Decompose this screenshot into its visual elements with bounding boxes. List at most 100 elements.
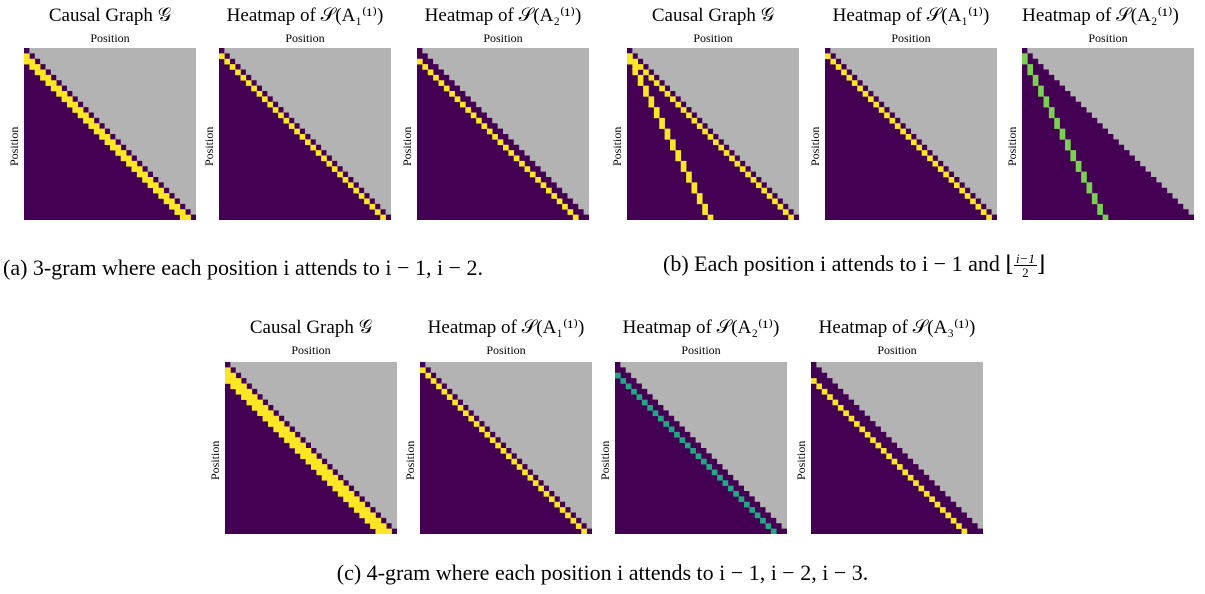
panel-a-causal-graph: Causal Graph 𝒢 Position Position (7, 6, 196, 220)
caption-b-prefix: (b) Each position i attends to i − 1 and… (663, 251, 1014, 276)
heatmap-cell (702, 128, 708, 135)
heatmap-cell (300, 448, 306, 454)
heatmap-cell (556, 198, 563, 205)
heatmap-cell (745, 171, 751, 178)
heatmap-cell (241, 394, 247, 400)
y-axis-label: Position (403, 440, 417, 480)
x-axis-label: Position (891, 31, 931, 45)
caption-b-suffix: ⌋ (1036, 251, 1046, 276)
heatmap-cell (846, 74, 853, 81)
heatmap-cell (354, 496, 360, 503)
heatmap-cell (524, 166, 531, 172)
heatmap-cell (56, 85, 62, 92)
heatmap-cell (332, 474, 339, 481)
heatmap-c-heatmap-2 (615, 362, 787, 534)
heatmap-cell (441, 388, 448, 395)
heatmap-cell (120, 150, 127, 156)
heatmap-cell (61, 96, 68, 103)
heatmap-cell (327, 480, 333, 486)
heatmap-cell (1070, 155, 1077, 162)
heatmap-cell (1075, 160, 1082, 167)
heatmap-cell (717, 474, 723, 481)
panel-title: Heatmap of 𝒮(A₂⁽¹⁾) (424, 5, 582, 26)
heatmap-cell (625, 383, 632, 390)
heatmap-cell (72, 101, 79, 108)
heatmap-cell (648, 101, 655, 108)
heatmap-cell (945, 512, 952, 519)
heatmap-cell (668, 426, 675, 433)
heatmap-cell (627, 58, 633, 65)
x-axis-label: Position (486, 343, 526, 357)
heatmap-cell (229, 64, 236, 70)
heatmap-cell (615, 372, 621, 379)
panel-title: Causal Graph 𝒢 (249, 317, 373, 338)
heatmap-cell (348, 491, 355, 497)
heatmap-cell (500, 448, 507, 454)
heatmap-cell (691, 117, 698, 124)
heatmap-cell (278, 421, 285, 427)
panel-c-causal-graph: Causal Graph 𝒢 Position Position (208, 318, 397, 534)
heatmap-cell (1059, 128, 1066, 135)
heatmap-cell (34, 69, 41, 76)
heatmap-cell (902, 469, 909, 476)
heatmap-cell (905, 134, 912, 140)
heatmap-cell (219, 53, 225, 60)
heatmap-cell (1075, 166, 1082, 172)
heatmap-cell (1048, 107, 1055, 113)
heatmap-cell (1081, 177, 1087, 183)
heatmap-cell (179, 209, 186, 215)
heatmap-cell (268, 410, 274, 417)
heatmap-cell (864, 431, 871, 438)
caption-a: (a) 3-gram where each position i attends… (3, 255, 483, 280)
heatmap-cell (916, 144, 923, 151)
heatmap-cell (961, 528, 968, 534)
heatmap-cell (878, 107, 885, 113)
heatmap-cell (332, 485, 339, 492)
heatmap-cell (305, 453, 312, 460)
heatmap-cell (680, 160, 687, 167)
heatmap-b-causal-graph (627, 48, 799, 220)
heatmap-cell (305, 458, 312, 465)
heatmap-cell (891, 458, 898, 465)
heatmap-cell (230, 378, 237, 384)
heatmap-cell (975, 203, 982, 210)
heatmap-cell (436, 383, 442, 390)
heatmap-cell (289, 442, 296, 449)
x-axis-label: Position (1088, 31, 1128, 45)
heatmap-cell (702, 209, 708, 215)
heatmap-cell (943, 171, 949, 178)
heatmap-cell (142, 177, 148, 183)
heatmap-cell (695, 453, 702, 460)
masked-region (425, 362, 592, 529)
y-axis-label: Position (400, 126, 414, 166)
heatmap-cell (185, 214, 191, 220)
heatmap-cell (272, 107, 279, 113)
heatmap-cell (126, 160, 132, 167)
heatmap-cell (873, 101, 880, 108)
heatmap-cell (364, 512, 371, 519)
heatmap-cell (332, 480, 339, 486)
heatmap-cell (670, 144, 676, 151)
heatmap-cell (535, 177, 541, 183)
heatmap-cell (1086, 187, 1093, 194)
heatmap-cell (316, 469, 323, 476)
heatmap-cell (386, 528, 392, 534)
heatmap-cell (756, 182, 762, 189)
heatmap-cell (964, 193, 971, 199)
heatmap-cell (251, 85, 257, 92)
y-axis-label: Position (808, 126, 822, 166)
heatmap-cell (246, 388, 253, 395)
heatmap-cell (707, 214, 714, 220)
y-axis-label: Position (208, 440, 222, 480)
heatmap-cell (923, 491, 930, 497)
heatmap-cell (422, 64, 429, 70)
heatmap-cell (235, 69, 241, 76)
heatmap-cell (278, 431, 285, 438)
heatmap-cell (546, 187, 552, 194)
heatmap-cell (420, 367, 426, 374)
heatmap-cell (696, 198, 703, 205)
heatmap-cell (653, 80, 660, 86)
heatmap-cell (457, 405, 464, 411)
heatmap-cell (1091, 193, 1098, 199)
heatmap-cell (675, 155, 682, 162)
